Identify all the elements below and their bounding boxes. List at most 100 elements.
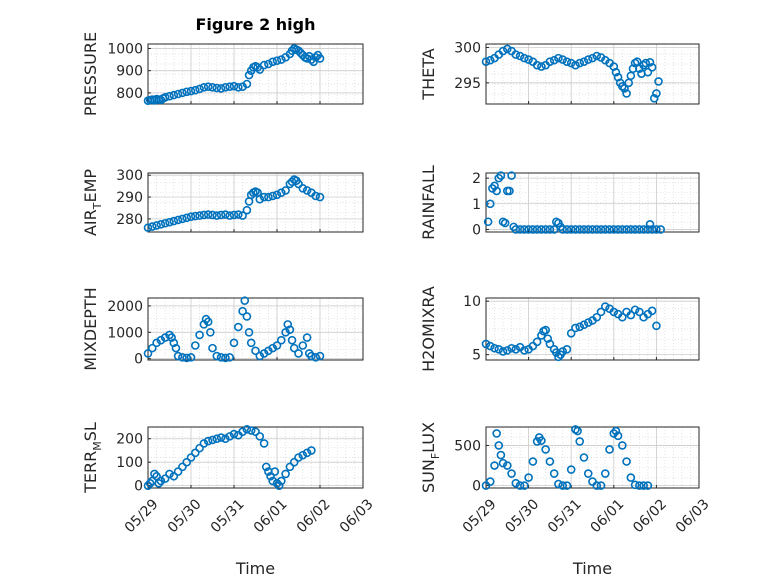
axes-box xyxy=(147,43,364,105)
data-point xyxy=(195,330,204,340)
data-point xyxy=(485,55,495,65)
data-point xyxy=(259,192,269,202)
data-point xyxy=(600,302,610,311)
data-point xyxy=(620,84,629,93)
data-point xyxy=(298,183,308,193)
data-point xyxy=(652,89,661,98)
data-point xyxy=(272,56,282,65)
y-tick-label: 1000 xyxy=(107,41,143,57)
data-point xyxy=(566,58,576,68)
data-point xyxy=(199,83,209,92)
data-point xyxy=(583,55,593,64)
data-point xyxy=(264,192,273,202)
data-point xyxy=(511,345,521,354)
data-point xyxy=(276,55,286,64)
data-point xyxy=(203,82,213,91)
y-axis-label: H2OMIXRA xyxy=(419,286,438,372)
y-tick-label: 300 xyxy=(116,168,143,184)
data-point xyxy=(276,335,286,345)
data-point xyxy=(592,51,602,61)
data-point xyxy=(502,346,512,355)
y-tick-label: 300 xyxy=(454,41,481,57)
data-point xyxy=(272,479,282,488)
data-point xyxy=(611,426,621,436)
data-point xyxy=(178,462,187,472)
data-point xyxy=(234,210,243,219)
data-point xyxy=(645,58,655,67)
data-point xyxy=(182,213,191,223)
data-point xyxy=(558,347,567,356)
data-point xyxy=(485,477,495,486)
data-point xyxy=(498,46,508,56)
data-point xyxy=(485,199,495,209)
data-point xyxy=(259,439,269,448)
data-point xyxy=(545,57,555,66)
y-tick-label: 100 xyxy=(116,455,143,471)
data-point xyxy=(274,481,284,490)
data-point xyxy=(242,312,252,321)
data-point xyxy=(635,225,644,234)
data-point xyxy=(609,429,619,438)
data-point xyxy=(592,481,602,490)
data-point xyxy=(524,55,533,64)
y-tick-label: 0 xyxy=(134,479,143,495)
data-point xyxy=(483,217,493,227)
axes-box xyxy=(147,297,364,361)
data-point xyxy=(515,51,525,61)
data-point xyxy=(562,225,572,234)
data-point xyxy=(605,225,614,234)
panel-7: 0 100 200 TERRMSL 05/29 05/30 05/31 06/01 06/02 0… xyxy=(81,422,377,578)
data-point xyxy=(169,216,179,226)
y-tick-label: 0 xyxy=(134,352,143,368)
data-point xyxy=(302,186,312,195)
data-point xyxy=(528,225,538,234)
data-point xyxy=(537,331,546,340)
data-point xyxy=(276,476,286,486)
data-point xyxy=(311,191,321,201)
data-point xyxy=(173,89,183,99)
x-tick-label: 06/03 xyxy=(337,496,377,536)
y-axis-label: TERRMSL xyxy=(81,422,104,494)
x-tick-label: 06/03 xyxy=(673,496,713,536)
data-point xyxy=(191,85,200,95)
axes-box xyxy=(147,426,364,489)
data-point xyxy=(156,220,166,229)
x-tick-label: 06/02 xyxy=(294,496,334,536)
data-point xyxy=(626,225,636,234)
data-point xyxy=(216,353,226,362)
data-point xyxy=(532,60,542,70)
y-axis-label: AIRTEMP xyxy=(81,169,104,236)
data-point xyxy=(186,212,196,222)
data-point xyxy=(562,345,572,354)
data-point xyxy=(543,334,553,343)
data-point xyxy=(285,462,295,472)
data-point xyxy=(268,57,278,67)
data-point xyxy=(622,225,631,234)
data-point xyxy=(511,478,521,488)
data-point xyxy=(309,57,318,67)
data-point xyxy=(255,65,265,74)
data-point xyxy=(562,481,572,490)
data-point xyxy=(511,50,521,59)
panel-3: 280 290 300 AIRTEMP xyxy=(81,168,364,236)
data-point xyxy=(652,321,661,331)
data-point xyxy=(199,210,209,220)
data-point xyxy=(641,58,651,68)
data-point xyxy=(208,435,217,445)
data-point xyxy=(613,225,623,234)
data-point xyxy=(496,450,506,460)
data-point xyxy=(182,87,191,97)
axes-box xyxy=(485,172,700,233)
data-point xyxy=(246,426,256,435)
data-point xyxy=(492,429,501,438)
data-point xyxy=(225,211,234,220)
data-point xyxy=(647,62,657,72)
data-point xyxy=(238,427,247,436)
data-point xyxy=(524,473,533,482)
data-point xyxy=(244,327,254,337)
data-point xyxy=(541,445,550,454)
data-point xyxy=(566,328,576,338)
axes-background xyxy=(148,298,363,360)
data-point xyxy=(281,469,290,479)
